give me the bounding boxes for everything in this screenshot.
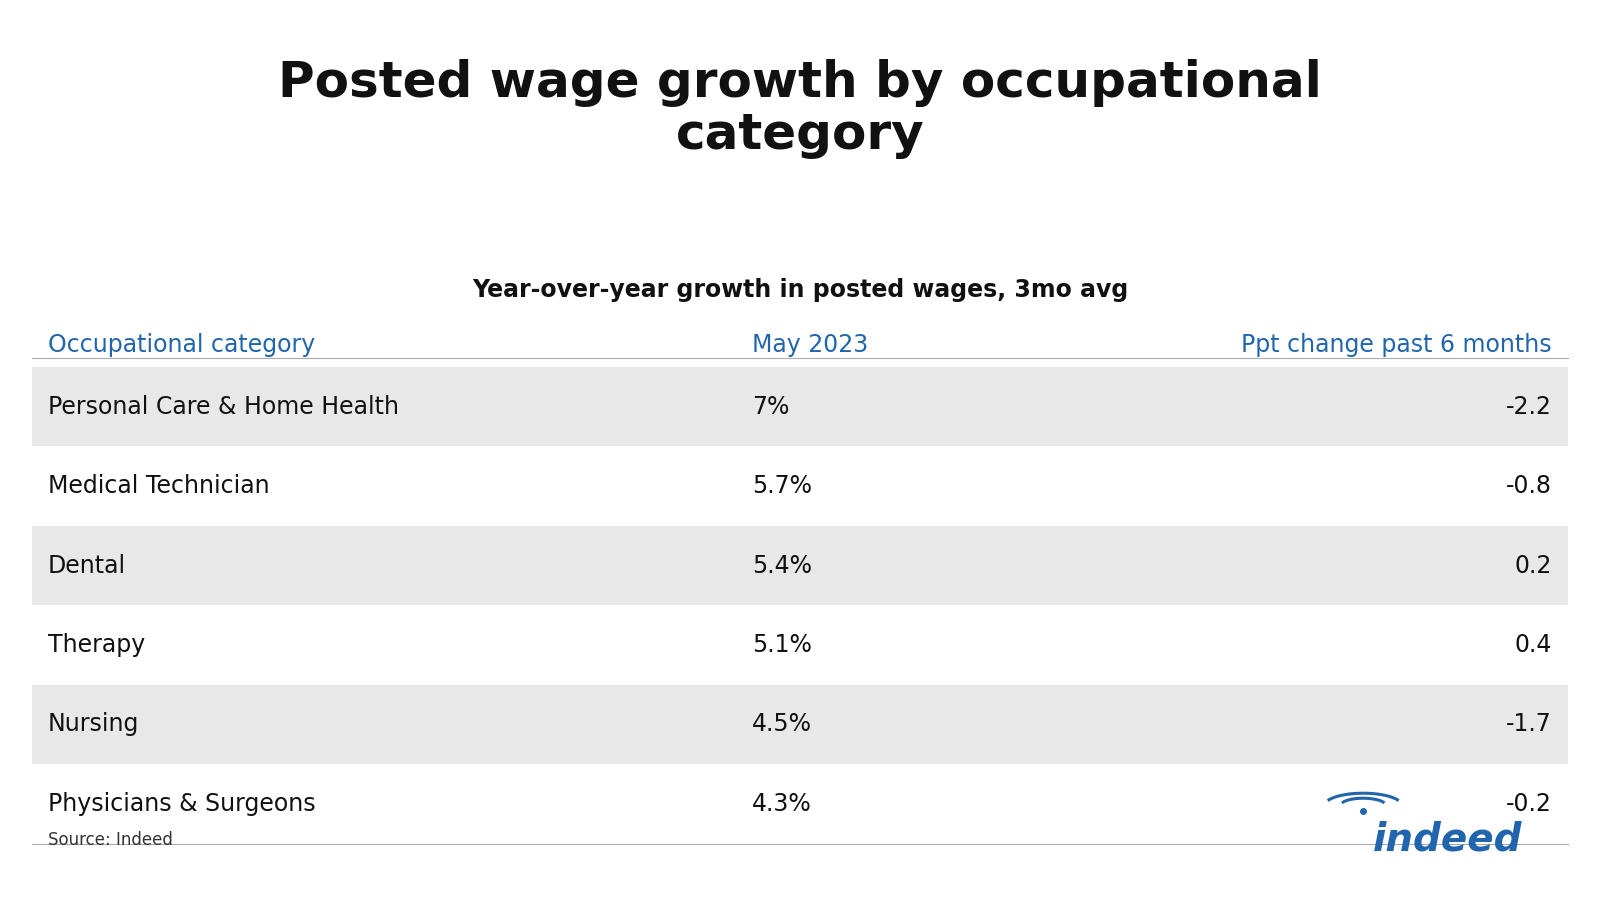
Text: -0.8: -0.8: [1506, 474, 1552, 498]
Text: indeed: indeed: [1373, 820, 1523, 858]
FancyBboxPatch shape: [32, 685, 1568, 764]
Text: Source: Indeed: Source: Indeed: [48, 831, 173, 849]
Text: Therapy: Therapy: [48, 633, 146, 657]
Text: Nursing: Nursing: [48, 712, 139, 737]
Text: 0.2: 0.2: [1515, 553, 1552, 578]
Text: Posted wage growth by occupational
category: Posted wage growth by occupational categ…: [278, 59, 1322, 159]
Text: -0.2: -0.2: [1506, 792, 1552, 816]
Text: 4.5%: 4.5%: [752, 712, 813, 737]
FancyBboxPatch shape: [32, 526, 1568, 605]
Text: Physicians & Surgeons: Physicians & Surgeons: [48, 792, 315, 816]
Text: Medical Technician: Medical Technician: [48, 474, 270, 498]
Text: Personal Care & Home Health: Personal Care & Home Health: [48, 394, 398, 419]
Text: Dental: Dental: [48, 553, 126, 578]
Text: -2.2: -2.2: [1506, 394, 1552, 419]
Text: Ppt change past 6 months: Ppt change past 6 months: [1242, 333, 1552, 357]
Text: Year-over-year growth in posted wages, 3mo avg: Year-over-year growth in posted wages, 3…: [472, 278, 1128, 302]
Text: May 2023: May 2023: [752, 333, 869, 357]
Text: 5.7%: 5.7%: [752, 474, 813, 498]
FancyBboxPatch shape: [32, 367, 1568, 446]
Text: Occupational category: Occupational category: [48, 333, 315, 357]
Text: 5.1%: 5.1%: [752, 633, 811, 657]
Text: -1.7: -1.7: [1506, 712, 1552, 737]
Text: 4.3%: 4.3%: [752, 792, 811, 816]
Text: 0.4: 0.4: [1515, 633, 1552, 657]
Text: 7%: 7%: [752, 394, 789, 419]
Text: 5.4%: 5.4%: [752, 553, 813, 578]
